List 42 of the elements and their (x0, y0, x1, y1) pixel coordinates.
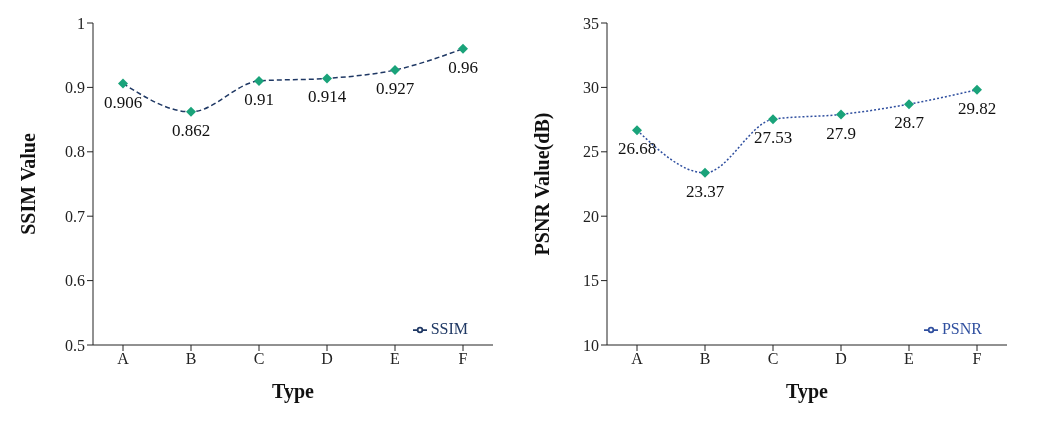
data-label: 27.9 (826, 123, 856, 143)
x-tick-label: D (835, 350, 847, 368)
y-axis-title: PSNR Value(dB) (531, 112, 555, 256)
y-tick-label: 35 (583, 14, 599, 32)
x-tick-label: F (458, 350, 468, 368)
data-label: 28.7 (894, 113, 925, 133)
data-label: 23.37 (685, 181, 725, 201)
y-tick-label: 0.9 (65, 79, 85, 97)
y-tick-label: 10 (583, 336, 599, 354)
legend-label: PSNR (941, 320, 982, 337)
x-tick-label: A (117, 350, 130, 368)
y-tick-label: 0.8 (65, 143, 85, 161)
y-tick-label: 0.5 (65, 336, 85, 354)
y-tick-label: 30 (583, 79, 599, 97)
x-tick-label: E (390, 350, 400, 368)
y-tick-label: 0.6 (65, 272, 85, 290)
x-tick-label: A (631, 350, 644, 368)
y-axis-title: SSIM Value (17, 133, 40, 235)
x-axis-title: Type (272, 380, 315, 403)
y-tick-label: 0.7 (65, 207, 85, 225)
x-tick-label: B (185, 350, 197, 368)
data-label: 0.914 (307, 87, 347, 107)
x-tick-label: C (253, 350, 265, 368)
x-tick-label: B (699, 350, 711, 368)
data-label: 27.53 (753, 128, 793, 148)
y-tick-label: 20 (583, 207, 599, 225)
x-tick-label: D (321, 350, 333, 368)
data-label: 29.82 (957, 98, 997, 118)
x-tick-label: F (972, 350, 982, 368)
data-label: 0.96 (448, 57, 478, 77)
data-label: 0.91 (244, 90, 274, 110)
legend-label: SSIM (430, 320, 468, 337)
x-tick-label: E (904, 350, 914, 368)
data-label: 0.862 (171, 120, 211, 140)
data-label: 26.68 (617, 139, 657, 159)
y-tick-label: 1 (77, 14, 85, 32)
y-tick-label: 25 (583, 143, 599, 161)
data-label: 0.927 (375, 79, 415, 99)
x-axis-title: Type (786, 380, 829, 403)
y-tick-label: 15 (583, 272, 599, 290)
x-tick-label: C (767, 350, 779, 368)
data-label: 0.906 (103, 92, 143, 112)
